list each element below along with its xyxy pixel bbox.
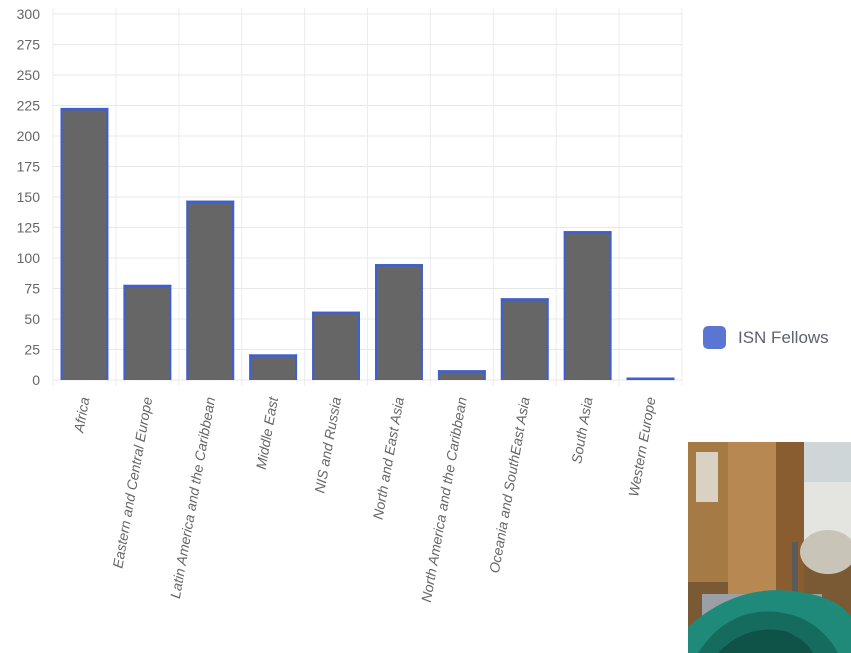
bar-right-border xyxy=(483,370,486,380)
bar-middle-east[interactable] xyxy=(249,354,298,380)
bar-left-border xyxy=(375,264,378,380)
bar-top-border xyxy=(312,311,360,315)
chart-grid xyxy=(52,8,683,386)
bar-fill xyxy=(312,311,360,380)
y-tick-label: 300 xyxy=(17,6,41,22)
bar-top-border xyxy=(626,377,675,381)
bar-left-border xyxy=(186,200,189,380)
y-axis-ticks: 0 25 50 75 100 125 150 175 200 225 250 275 300 xyxy=(17,6,41,388)
bar-right-border xyxy=(420,264,423,380)
bar-right-border xyxy=(546,298,549,380)
bar-eastern-and-central-europe[interactable] xyxy=(123,284,172,380)
x-tick-label: Eastern and Central Europe xyxy=(109,396,155,570)
bar-south-asia[interactable] xyxy=(563,231,612,380)
bar-north-and-east-asia[interactable] xyxy=(375,264,423,380)
chart-bars xyxy=(60,107,675,381)
y-tick-label: 25 xyxy=(24,342,40,358)
bar-top-border xyxy=(123,284,172,288)
bar-top-border xyxy=(375,264,423,267)
y-tick-label: 275 xyxy=(17,37,41,53)
bar-oceania-and-southeast-asia[interactable] xyxy=(500,298,549,380)
bar-right-border xyxy=(106,107,109,380)
bar-top-border xyxy=(249,354,298,357)
y-tick-label: 150 xyxy=(17,189,41,205)
x-tick-label: South Asia xyxy=(568,396,595,465)
legend-swatch xyxy=(703,326,726,349)
bar-right-border xyxy=(357,311,360,380)
bar-north-america-and-the-caribbean[interactable] xyxy=(437,370,486,380)
x-tick-label: Oceania and SouthEast Asia xyxy=(486,396,533,575)
legend[interactable]: ISN Fellows xyxy=(703,326,829,349)
bar-top-border xyxy=(500,298,549,301)
bar-left-border xyxy=(626,377,629,380)
x-tick-label: North and East Asia xyxy=(370,396,407,521)
photo-thumbnail[interactable] xyxy=(688,442,851,653)
bar-top-border xyxy=(60,107,109,111)
bar-latin-america-and-the-caribbean[interactable] xyxy=(186,200,235,380)
bar-left-border xyxy=(249,354,252,380)
x-axis-labels: Africa Eastern and Central Europe Latin Am… xyxy=(70,395,658,604)
bar-right-border xyxy=(232,200,235,380)
y-tick-label: 100 xyxy=(17,250,41,266)
bar-top-border xyxy=(186,200,235,204)
x-tick-label: Latin America and the Caribbean xyxy=(167,396,218,600)
bar-fill xyxy=(60,107,109,380)
x-tick-label: Middle East xyxy=(253,395,282,471)
y-tick-label: 50 xyxy=(24,311,40,327)
bar-right-border xyxy=(169,284,172,380)
bar-fill xyxy=(249,354,298,380)
bar-africa[interactable] xyxy=(60,107,109,380)
y-tick-label: 200 xyxy=(17,128,41,144)
bar-right-border xyxy=(609,231,612,380)
bar-left-border xyxy=(563,231,566,380)
bar-left-border xyxy=(123,284,126,380)
y-tick-label: 0 xyxy=(32,372,40,388)
bar-fill xyxy=(437,370,486,380)
bar-right-border xyxy=(672,377,675,380)
bar-top-border xyxy=(563,231,612,234)
bar-left-border xyxy=(312,311,315,380)
legend-label-isn-fellows: ISN Fellows xyxy=(738,327,829,347)
y-tick-label: 175 xyxy=(17,159,41,175)
bar-fill xyxy=(186,200,235,380)
bar-fill xyxy=(563,231,612,380)
bar-fill xyxy=(123,284,172,380)
bar-left-border xyxy=(500,298,503,380)
bar-top-border xyxy=(437,370,486,373)
bar-right-border xyxy=(295,354,298,380)
photo-image xyxy=(688,442,851,653)
x-tick-label: Western Europe xyxy=(625,396,658,498)
bar-fill xyxy=(500,298,549,380)
x-tick-label: NIS and Russia xyxy=(311,396,344,495)
y-tick-label: 225 xyxy=(17,98,41,114)
x-tick-label: North America and the Caribbean xyxy=(418,396,470,604)
bar-western-europe[interactable] xyxy=(626,377,675,381)
bar-left-border xyxy=(437,370,440,380)
bar-left-border xyxy=(60,107,63,380)
x-tick-label: Africa xyxy=(70,396,92,435)
y-tick-label: 250 xyxy=(17,67,41,83)
y-tick-label: 125 xyxy=(17,220,41,236)
bar-nis-and-russia[interactable] xyxy=(312,311,360,380)
bar-fill xyxy=(375,264,423,380)
y-tick-label: 75 xyxy=(24,281,40,297)
